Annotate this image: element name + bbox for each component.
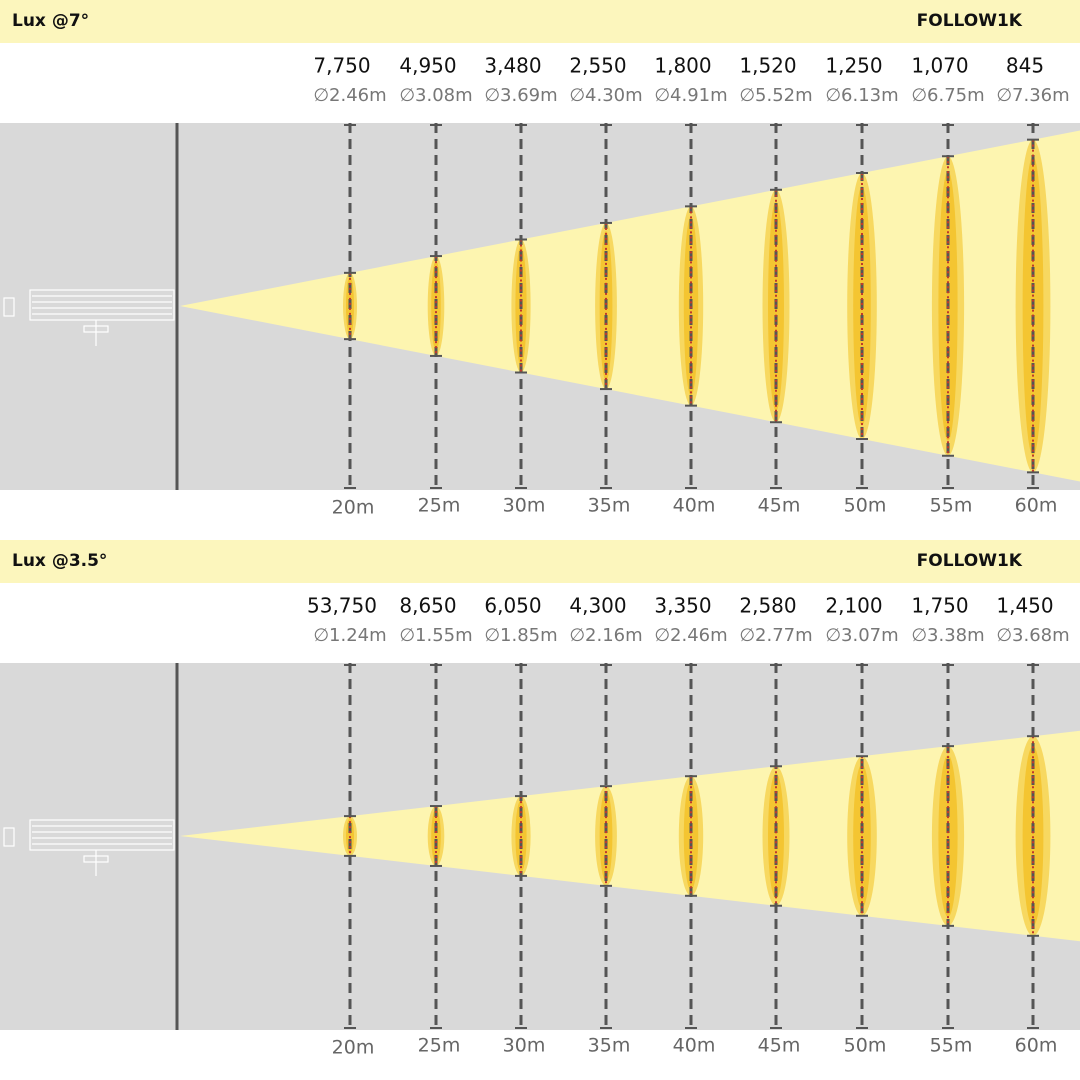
lux-value: 845	[1006, 54, 1044, 78]
lux-value: 4,300	[569, 594, 626, 618]
diameter-value: ∅4.91m	[654, 85, 727, 106]
header-band	[0, 0, 1080, 43]
distance-label: 20m	[332, 1037, 375, 1059]
lux-value: 6,050	[484, 594, 541, 618]
distance-label: 20m	[332, 497, 375, 519]
panel-title: Lux @7°	[12, 11, 89, 31]
diameter-value: ∅5.52m	[739, 85, 812, 106]
model-name: FOLLOW1K	[917, 551, 1023, 571]
fixture-handle	[3, 827, 15, 847]
lux-value: 3,350	[654, 594, 711, 618]
beam-spot-inner	[515, 800, 527, 872]
distance-label: 55m	[930, 495, 973, 517]
beam-spot-inner	[346, 818, 354, 854]
lux-value: 1,800	[654, 54, 711, 78]
lux-value: 2,100	[825, 594, 882, 618]
diameter-value: ∅2.77m	[739, 625, 812, 646]
lux-value: 1,750	[911, 594, 968, 618]
diameter-value: ∅6.13m	[825, 85, 898, 106]
diameter-value: ∅2.46m	[313, 85, 386, 106]
fixture-body	[29, 819, 175, 851]
beam-spot-inner	[938, 755, 958, 917]
distance-label: 50m	[844, 495, 887, 517]
diameter-value: ∅3.08m	[399, 85, 472, 106]
lux-value: 2,580	[739, 594, 796, 618]
distance-label: 35m	[588, 1035, 631, 1057]
diameter-value: ∅3.07m	[825, 625, 898, 646]
distance-label: 40m	[673, 495, 716, 517]
beam-spot-inner	[1022, 746, 1044, 926]
diameter-value: ∅4.30m	[569, 85, 642, 106]
lux-value: 53,750	[307, 594, 377, 618]
lux-value: 4,950	[399, 54, 456, 78]
beam-spot-inner	[853, 764, 871, 908]
lux-value: 1,520	[739, 54, 796, 78]
distance-label: 40m	[673, 1035, 716, 1057]
distance-label: 30m	[503, 1035, 546, 1057]
lux-value: 8,650	[399, 594, 456, 618]
distance-label: 60m	[1015, 1035, 1058, 1057]
panel: Lux @7° FOLLOW1K 7,750 ∅2.46m 20m 4,950 ∅3.08m…	[0, 0, 1080, 519]
distance-label: 50m	[844, 1035, 887, 1057]
diameter-value: ∅6.75m	[911, 85, 984, 106]
distance-label: 25m	[418, 1035, 461, 1057]
fixture	[3, 289, 175, 346]
beam-spot-inner	[683, 782, 699, 890]
distance-label: 35m	[588, 495, 631, 517]
lux-value: 2,550	[569, 54, 626, 78]
beam-spot-inner	[768, 773, 784, 899]
diameter-value: ∅2.46m	[654, 625, 727, 646]
distance-label: 55m	[930, 1035, 973, 1057]
diameter-value: ∅1.55m	[399, 625, 472, 646]
distance-label: 25m	[418, 495, 461, 517]
diameter-value: ∅3.38m	[911, 625, 984, 646]
header-band	[0, 540, 1080, 583]
fixture	[3, 819, 175, 876]
panel: Lux @3.5° FOLLOW1K 53,750 ∅1.24m 20m 8,650 ∅1.…	[0, 540, 1080, 1059]
diameter-value: ∅3.68m	[996, 625, 1069, 646]
diameter-value: ∅7.36m	[996, 85, 1069, 106]
lux-value: 7,750	[313, 54, 370, 78]
distance-label: 45m	[758, 1035, 801, 1057]
diameter-value: ∅3.69m	[484, 85, 557, 106]
beam-spot-inner	[431, 809, 441, 863]
diameter-value: ∅2.16m	[569, 625, 642, 646]
fixture-base	[83, 855, 109, 863]
model-name: FOLLOW1K	[917, 11, 1023, 31]
distance-label: 30m	[503, 495, 546, 517]
fixture-base	[83, 325, 109, 333]
diameter-value: ∅1.24m	[313, 625, 386, 646]
lux-value: 1,450	[996, 594, 1053, 618]
distance-label: 45m	[758, 495, 801, 517]
lux-value: 3,480	[484, 54, 541, 78]
panel-title: Lux @3.5°	[12, 551, 107, 571]
beam-spot-inner	[599, 791, 613, 881]
fixture-handle	[3, 297, 15, 317]
lux-value: 1,070	[911, 54, 968, 78]
diameter-value: ∅1.85m	[484, 625, 557, 646]
lux-value: 1,250	[825, 54, 882, 78]
fixture-body	[29, 289, 175, 321]
distance-label: 60m	[1015, 495, 1058, 517]
